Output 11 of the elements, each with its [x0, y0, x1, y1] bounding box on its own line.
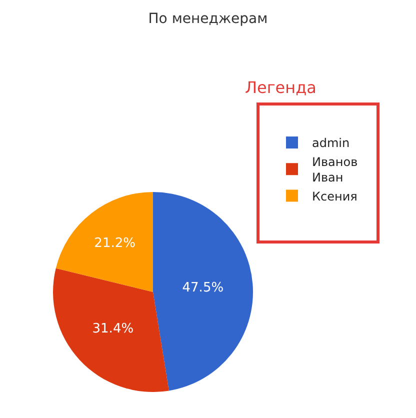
text: Легенда	[245, 78, 316, 97]
legend-label: admin	[312, 136, 350, 150]
pie-slice	[53, 268, 169, 392]
legend-label: Ксения	[312, 189, 358, 204]
pie-slice	[153, 192, 253, 391]
data-label: 21.2%	[94, 236, 136, 251]
data-label: 31.4%	[92, 321, 134, 336]
data-label: 47.5%	[182, 280, 224, 296]
legend-label: Иванов Иван	[312, 154, 358, 185]
pie-slice	[56, 192, 153, 292]
chart-title: По менеджерам	[148, 10, 268, 27]
